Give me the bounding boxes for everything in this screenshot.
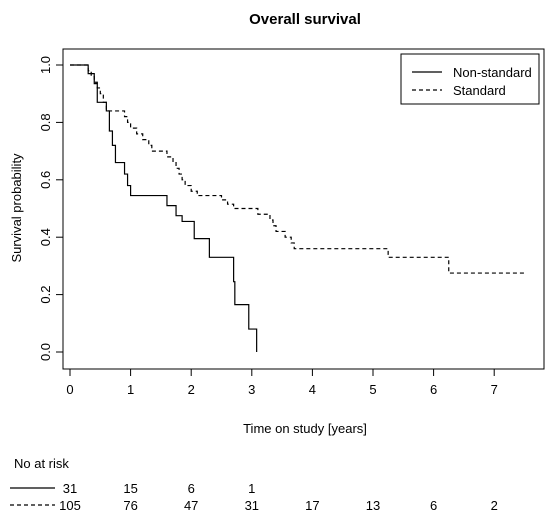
legend-box <box>400 53 540 105</box>
risk-value-non-standard: 31 <box>63 481 77 496</box>
x-axis: 0 1 2 3 4 5 6 7 <box>66 368 498 397</box>
km-curve-standard <box>70 64 525 274</box>
y-tick-label: 0.2 <box>38 286 53 304</box>
x-tick-label: 7 <box>491 382 498 397</box>
series-layer <box>70 64 525 352</box>
legend-label-non-standard: Non-standard <box>453 65 532 80</box>
y-axis-label: Survival probability <box>9 153 24 263</box>
risk-value-standard: 2 <box>491 498 498 513</box>
y-tick-label: 0.6 <box>38 171 53 189</box>
risk-value-standard: 47 <box>184 498 198 513</box>
risk-value-standard: 13 <box>366 498 380 513</box>
legend-label-standard: Standard <box>453 83 506 98</box>
x-tick-label: 6 <box>430 382 437 397</box>
y-tick-label: 0.4 <box>38 228 53 246</box>
risk-value-standard: 105 <box>59 498 81 513</box>
risk-value-non-standard: 1 <box>248 481 255 496</box>
y-axis: 0.0 0.2 0.4 0.6 0.8 1.0 <box>38 56 64 361</box>
risk-value-standard: 31 <box>245 498 259 513</box>
x-axis-label: Time on study [years] <box>243 421 367 436</box>
x-tick-label: 5 <box>369 382 376 397</box>
risk-table-title: No at risk <box>14 456 69 471</box>
risk-value-standard: 6 <box>430 498 437 513</box>
legend: Non-standard Standard <box>400 53 540 105</box>
y-tick-label: 1.0 <box>38 56 53 74</box>
y-tick-label: 0.0 <box>38 343 53 361</box>
chart-title: Overall survival <box>249 11 361 28</box>
km-curve-non-standard <box>70 64 258 352</box>
x-tick-label: 0 <box>66 382 73 397</box>
x-tick-label: 3 <box>248 382 255 397</box>
x-tick-label: 1 <box>127 382 134 397</box>
risk-value-standard: 76 <box>123 498 137 513</box>
risk-value-non-standard: 15 <box>123 481 137 496</box>
x-tick-label: 4 <box>309 382 316 397</box>
risk-value-non-standard: 6 <box>188 481 195 496</box>
x-tick-label: 2 <box>188 382 195 397</box>
risk-value-standard: 17 <box>305 498 319 513</box>
y-tick-label: 0.8 <box>38 113 53 131</box>
risk-table-values: 31 15 6 1 105 76 47 31 17 13 6 2 <box>59 481 498 513</box>
